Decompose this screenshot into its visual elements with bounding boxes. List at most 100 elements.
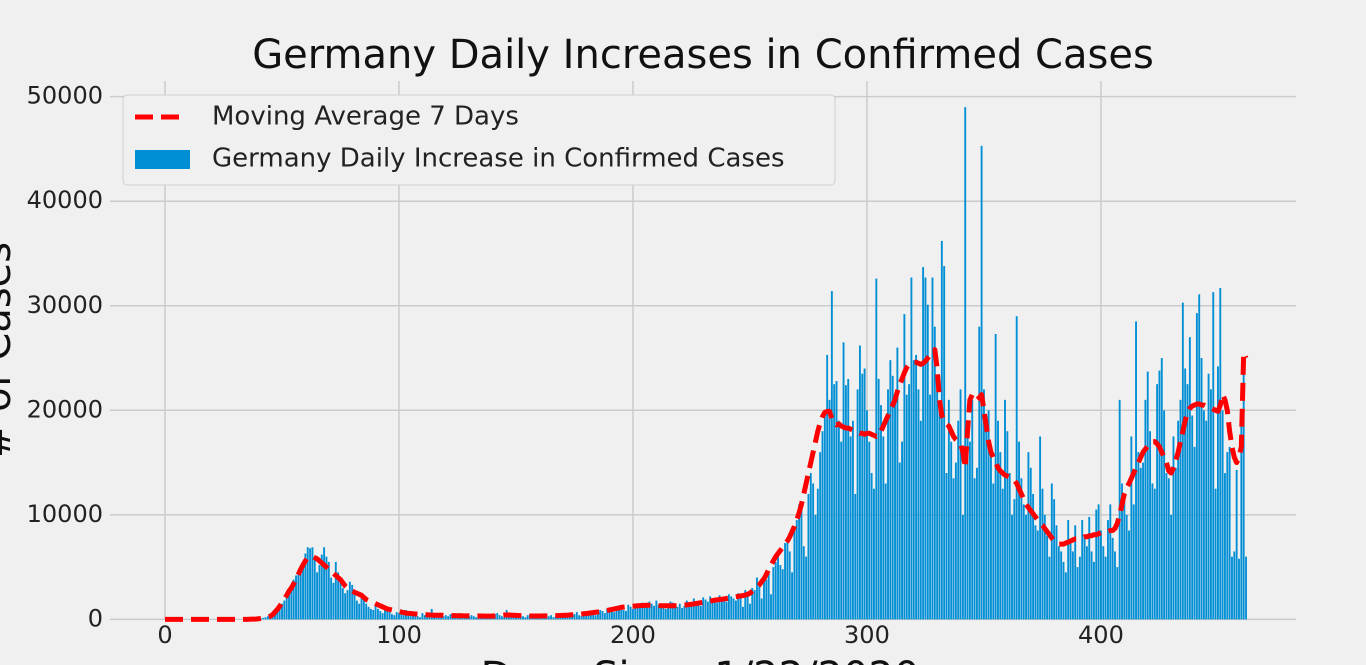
bar xyxy=(739,595,742,620)
legend-label: Germany Daily Increase in Confirmed Case… xyxy=(212,144,785,174)
bar xyxy=(1137,452,1140,620)
bar xyxy=(716,602,719,620)
bar xyxy=(840,441,843,620)
bar xyxy=(603,613,606,620)
bar xyxy=(339,577,342,620)
bar xyxy=(983,389,985,620)
bar xyxy=(299,569,302,620)
bar xyxy=(475,617,478,620)
bar xyxy=(594,615,597,620)
bar xyxy=(543,617,545,620)
x-tick-label: 100 xyxy=(376,621,422,649)
bar xyxy=(978,326,981,620)
x-tick-label: 400 xyxy=(1078,621,1124,649)
bar xyxy=(884,483,887,620)
bar xyxy=(1111,537,1114,620)
bar xyxy=(510,616,513,620)
bar xyxy=(1008,473,1011,620)
bar xyxy=(341,588,344,620)
bar xyxy=(278,606,281,620)
bar xyxy=(360,594,363,620)
bar xyxy=(550,615,553,620)
bar xyxy=(323,547,326,620)
bar xyxy=(395,612,398,620)
bar xyxy=(1004,399,1006,620)
bar xyxy=(1083,535,1086,620)
bar xyxy=(1067,520,1070,620)
bar xyxy=(1081,520,1084,620)
bar xyxy=(880,405,882,620)
bar xyxy=(779,565,782,620)
bar xyxy=(858,345,861,620)
bar xyxy=(800,509,803,620)
bar xyxy=(894,399,896,620)
bar xyxy=(1221,410,1224,620)
bar xyxy=(807,493,810,620)
bar xyxy=(1172,436,1175,620)
bar xyxy=(1163,410,1166,620)
bar xyxy=(585,614,588,620)
bar xyxy=(734,600,737,620)
bar xyxy=(463,617,466,620)
bar xyxy=(798,504,801,620)
bar xyxy=(1034,525,1037,620)
bar xyxy=(835,381,838,620)
bar xyxy=(875,278,878,620)
bar xyxy=(1006,431,1009,620)
bar xyxy=(936,389,939,620)
bar xyxy=(891,375,894,620)
bar xyxy=(749,603,751,620)
y-tick-label: 30000 xyxy=(27,291,103,319)
bar xyxy=(625,611,627,620)
bar xyxy=(952,478,955,620)
bar xyxy=(1142,462,1144,620)
bar xyxy=(1151,483,1154,620)
bar xyxy=(641,602,644,620)
bar xyxy=(1071,551,1074,620)
bar xyxy=(926,304,929,620)
bar xyxy=(1041,488,1044,620)
bar xyxy=(1216,366,1219,620)
bar xyxy=(1027,452,1030,620)
bar xyxy=(720,597,723,620)
bar xyxy=(690,604,693,620)
bar xyxy=(706,601,709,620)
bar xyxy=(727,594,730,620)
bar xyxy=(1238,558,1240,620)
bar xyxy=(915,354,918,620)
bar xyxy=(851,420,854,620)
bar xyxy=(622,609,625,620)
bar xyxy=(1100,530,1102,620)
legend-box xyxy=(122,94,836,186)
bar xyxy=(873,488,875,620)
bar xyxy=(1025,514,1027,620)
bar xyxy=(837,420,840,620)
bar xyxy=(355,600,358,620)
bar xyxy=(1160,358,1163,620)
bar xyxy=(830,291,833,620)
bar xyxy=(423,615,426,620)
bar xyxy=(657,604,660,620)
bar xyxy=(711,598,714,620)
bar xyxy=(681,607,684,620)
bar xyxy=(295,575,297,620)
bar xyxy=(367,606,370,620)
bar xyxy=(788,551,791,620)
bar xyxy=(898,462,901,620)
bar xyxy=(987,410,990,620)
bar xyxy=(608,607,611,620)
bar xyxy=(758,582,761,620)
bar xyxy=(264,617,267,620)
bar xyxy=(599,609,602,620)
bar xyxy=(650,603,653,620)
bar xyxy=(639,607,641,620)
bar xyxy=(1139,467,1142,620)
bar xyxy=(592,613,595,620)
bar xyxy=(828,399,831,620)
bar xyxy=(723,599,726,620)
bar xyxy=(384,606,386,620)
y-axis-label: # of Cases xyxy=(0,242,20,458)
bar xyxy=(774,561,777,620)
bar xyxy=(695,601,698,620)
bar xyxy=(863,368,866,620)
